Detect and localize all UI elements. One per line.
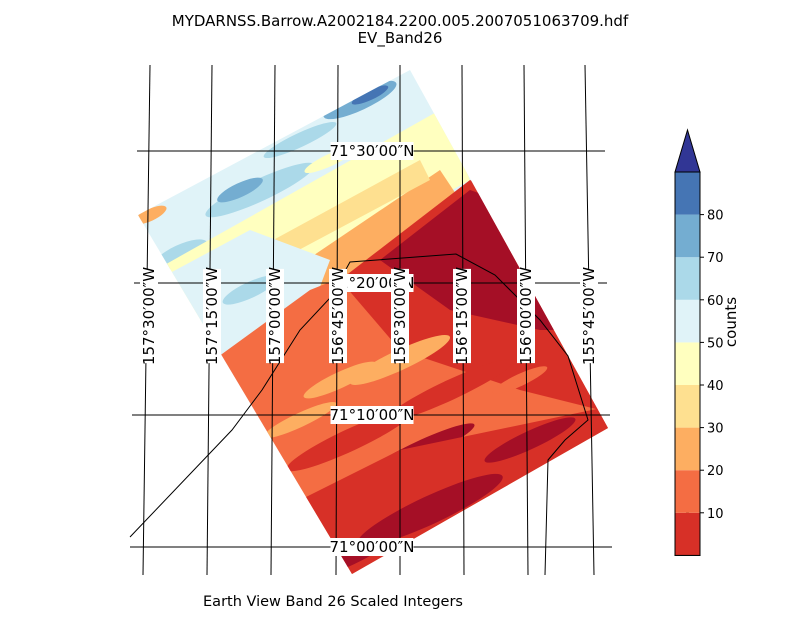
longitude-label-bg — [580, 268, 598, 364]
longitude-label: 157°00′00″W — [266, 267, 284, 365]
map-title: MYDARNSS.Barrow.A2002184.2200.005.200705… — [171, 12, 629, 30]
longitude-label: 155°45′00″W — [580, 267, 598, 365]
longitude-label: 156°30′00″W — [391, 267, 409, 365]
colorbar-frame — [674, 171, 701, 556]
latitude-label-bg — [330, 142, 414, 160]
map-subtitle: EV_Band26 — [357, 29, 443, 47]
longitude-label-bg — [203, 268, 221, 364]
colorbar-band — [675, 470, 700, 513]
longitude-label-bg — [391, 268, 409, 364]
latitude-label: 71°10′00″N — [330, 406, 415, 424]
colorbar: 10 20 30 40 50 60 70 80 — [674, 128, 724, 556]
longitude-label-bg — [140, 268, 158, 364]
colorbar-label: counts — [722, 297, 740, 347]
colorbar-band — [675, 342, 700, 385]
longitude-label: 156°00′00″W — [517, 267, 535, 365]
swath-data — [138, 70, 608, 574]
map-xlabel: Earth View Band 26 Scaled Integers — [203, 594, 463, 610]
colorbar-tick-label: 30 — [707, 422, 724, 437]
colorbar-band — [675, 299, 700, 343]
colorbar-band — [675, 172, 700, 215]
colorbar-band — [675, 257, 700, 300]
coastline — [129, 253, 589, 576]
colorbar-band — [675, 427, 700, 471]
longitude-label: 157°30′00″W — [140, 267, 158, 365]
colorbar-band — [675, 214, 700, 258]
longitude-label-bg — [329, 268, 347, 364]
colorbar-tick-label: 40 — [707, 379, 724, 394]
colorbar-extend-high — [674, 128, 701, 173]
colorbar-band — [675, 385, 700, 428]
latitude-label: 71°00′00″N — [330, 538, 415, 556]
longitude-label: 156°45′00″W — [329, 267, 347, 365]
longitude-label-bg — [453, 268, 471, 364]
longitude-label: 157°15′00″W — [203, 267, 221, 365]
latitude-label: 71°30′00″N — [330, 142, 415, 160]
longitude-label-bg — [517, 268, 535, 364]
colorbar-tick-label: 50 — [707, 336, 724, 351]
colorbar-tick-label: 20 — [707, 464, 724, 479]
longitude-label: 156°15′00″W — [453, 267, 471, 365]
latitude-label-bg — [330, 538, 414, 556]
longitude-label-bg — [266, 268, 284, 364]
colorbar-band — [675, 512, 700, 556]
colorbar-tick-label: 70 — [707, 251, 724, 266]
colorbar-tick-label: 10 — [707, 507, 724, 522]
colorbar-tick-label: 60 — [707, 294, 724, 309]
colorbar-tick-label: 80 — [707, 209, 724, 224]
longitude-labels: 157°30′00″W 157°15′00″W 157°00′00″W 156°45′… — [140, 267, 598, 365]
latitude-label-bg — [330, 406, 414, 424]
